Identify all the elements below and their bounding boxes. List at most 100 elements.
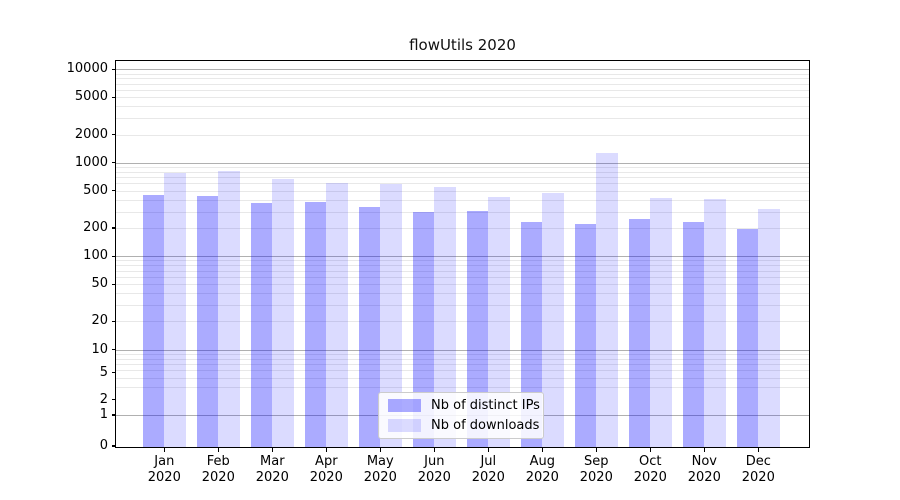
x-axis-tick [379, 448, 381, 452]
bar-distinct-ips-apr [304, 202, 327, 448]
bar-distinct-ips-feb [196, 195, 219, 448]
y-axis-tick [111, 227, 115, 229]
x-axis-tick-label: Jan 2020 [147, 454, 181, 485]
gridline-minor [116, 377, 809, 379]
gridline-minor [116, 293, 809, 295]
x-axis-tick [325, 448, 327, 452]
gridline-minor [116, 386, 809, 388]
gridline-minor [116, 321, 809, 323]
gridline-minor [116, 265, 809, 267]
x-axis-tick-label: Sep 2020 [579, 454, 613, 485]
gridline-minor [116, 260, 809, 262]
gridline-minor [116, 106, 809, 108]
y-axis-tick-label: 5 [99, 364, 108, 380]
x-axis-tick [541, 448, 543, 452]
y-axis-tick [111, 133, 115, 136]
gridline-major [116, 349, 809, 351]
bar-downloads-may [380, 184, 402, 448]
gridline-major [116, 69, 809, 71]
gridline-minor [116, 304, 809, 306]
y-axis-tick [111, 283, 115, 285]
y-axis-tick [111, 190, 115, 192]
x-axis-tick-label: Feb 2020 [201, 454, 235, 485]
gridline-minor [116, 276, 809, 278]
x-axis-tick [757, 448, 759, 452]
gridline-minor [116, 370, 809, 372]
gridline-major [116, 256, 809, 258]
x-axis-tick-label: Apr 2020 [309, 454, 343, 485]
y-axis-tick-label: 20 [91, 313, 108, 329]
y-axis-tick-label: 1 [99, 407, 108, 422]
x-axis-tick [487, 448, 489, 452]
y-axis-tick-label: 100 [83, 248, 108, 264]
x-axis-tick-label: Dec 2020 [741, 454, 775, 485]
y-axis-tick [111, 399, 115, 401]
y-axis-tick [111, 445, 115, 447]
x-axis-tick-label: May 2020 [363, 454, 397, 485]
bar-downloads-aug [542, 193, 564, 448]
bar-downloads-jul [488, 197, 510, 448]
y-axis-tick-label: 2000 [74, 126, 108, 142]
y-axis-tick-label: 0 [99, 438, 108, 453]
bar-distinct-ips-oct [628, 218, 651, 448]
gridline-minor [116, 284, 809, 286]
y-axis-tick-label: 2 [99, 391, 108, 407]
x-axis-tick [163, 448, 165, 452]
chart-title: flowUtils 2020 [409, 36, 516, 54]
y-axis-tick [111, 320, 115, 322]
gridline-minor [116, 171, 809, 173]
x-axis-tick [271, 448, 273, 452]
gridline-minor [116, 83, 809, 85]
bar-downloads-jun [434, 187, 456, 448]
y-axis-tick [111, 68, 115, 70]
legend-item-downloads: Nb of downloads [388, 418, 539, 433]
gridline-minor [116, 78, 809, 80]
legend-swatch-downloads [388, 419, 421, 432]
x-axis-tick [703, 448, 705, 452]
bar-distinct-ips-may [358, 207, 381, 448]
y-axis-tick-label: 1000 [74, 154, 108, 170]
legend-label-distinct-ips: Nb of distinct IPs [431, 398, 540, 413]
bar-downloads-sep [596, 153, 618, 448]
bar-downloads-mar [272, 179, 294, 448]
bar-downloads-jan [164, 173, 186, 448]
gridline-minor [116, 199, 809, 201]
y-axis-tick [111, 372, 115, 374]
gridline-minor [116, 353, 809, 355]
y-axis-tick-label: 200 [83, 219, 108, 235]
y-axis-tick-label: 50 [91, 276, 108, 292]
bar-downloads-nov [704, 199, 726, 448]
x-axis-tick-label: Jul 2020 [471, 454, 505, 485]
gridline-major [116, 162, 809, 164]
bar-distinct-ips-jan [142, 195, 165, 448]
bar-downloads-apr [326, 182, 348, 448]
bar-distinct-ips-mar [250, 203, 273, 448]
y-axis-tick-label: 10 [91, 341, 108, 357]
bar-distinct-ips-sep [574, 224, 597, 448]
y-axis-tick [111, 348, 115, 351]
gridline-minor [116, 227, 809, 229]
y-axis-tick-label: 10000 [66, 61, 108, 77]
y-axis-tick [111, 162, 115, 164]
gridline-minor [116, 118, 809, 120]
x-axis-tick [433, 448, 435, 452]
gridline-minor [116, 177, 809, 179]
y-axis-tick-label: 5000 [74, 89, 108, 105]
gridline-minor [116, 270, 809, 272]
x-axis-tick [217, 448, 219, 452]
legend: Nb of distinct IPs Nb of downloads [378, 392, 544, 439]
gridline-minor [116, 363, 809, 365]
bar-distinct-ips-aug [520, 221, 543, 448]
bar-downloads-dec [758, 208, 780, 448]
gridline-minor [116, 134, 809, 136]
gridline-minor [116, 211, 809, 213]
y-axis-tick [111, 255, 115, 257]
bar-downloads-feb [218, 170, 240, 448]
gridline-minor [116, 97, 809, 99]
x-axis-tick-label: Oct 2020 [633, 454, 667, 485]
bar-distinct-ips-jul [466, 211, 489, 448]
gridline-minor [116, 166, 809, 168]
gridline-minor [116, 358, 809, 360]
x-axis-tick [595, 448, 597, 452]
gridline-minor [116, 190, 809, 192]
